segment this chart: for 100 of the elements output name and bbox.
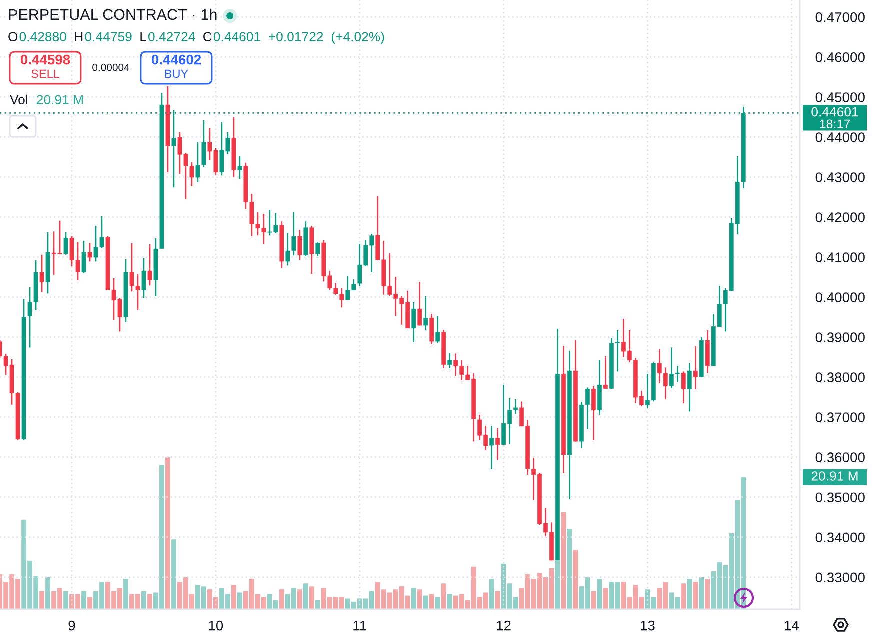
y-tick-label: 0.47000: [816, 12, 865, 22]
candlestick: [586, 387, 590, 430]
bar: [591, 591, 596, 610]
y-tick-label: 0.40000: [816, 292, 865, 302]
bar: [46, 578, 50, 610]
bar: [429, 594, 434, 610]
x-tick-label: 11: [354, 621, 366, 631]
chart-title: PERPETUAL CONTRACT · 1h: [9, 8, 217, 20]
bar: [447, 594, 452, 610]
annotation: Vol: [10, 94, 28, 105]
bar: [297, 590, 302, 610]
text: 20.91 M: [812, 472, 858, 481]
candlestick: [670, 347, 674, 390]
y-tick-label: 0.45000: [816, 92, 865, 102]
bar: [40, 591, 44, 610]
x-tick-label: 10: [209, 620, 224, 631]
bar: [279, 590, 284, 610]
candlestick: [118, 298, 122, 332]
bar: [238, 592, 242, 610]
candlestick: [64, 232, 68, 256]
candlestick: [136, 273, 140, 312]
annotation: 0.42880: [20, 32, 66, 42]
candlestick: [130, 242, 134, 292]
bar: [148, 594, 152, 610]
candlestick: [190, 162, 194, 188]
bar: [681, 584, 686, 610]
candlestick: [148, 244, 152, 286]
bar: [603, 588, 608, 610]
candlestick: [178, 132, 182, 175]
candlestick: [436, 315, 440, 344]
y-tick-label: 0.43000: [816, 172, 865, 182]
ref-line-label: 0.44601: [812, 107, 858, 117]
candlestick: [40, 254, 44, 293]
annotation: 0.00004: [92, 64, 130, 72]
bar: [411, 588, 416, 610]
annotation: H: [75, 32, 83, 42]
y-tick-label: 0.36000: [816, 452, 865, 463]
y-tick-label: 0.41000: [816, 252, 865, 262]
y-tick-label: 0.44000: [816, 132, 865, 142]
bar: [597, 579, 602, 610]
candlestick: [202, 120, 206, 168]
bar: [172, 540, 176, 610]
candlestick: [100, 216, 104, 250]
annotation: +0.01722: [269, 32, 324, 42]
annotation: L: [140, 32, 147, 42]
bar: [232, 585, 236, 610]
candlestick: [604, 356, 608, 390]
y-tick-label: 0.39000: [816, 332, 865, 342]
annotation: 0.44601: [214, 32, 260, 42]
candlestick: [592, 386, 596, 442]
annotation: 0.44759: [85, 32, 132, 42]
candlestick: [682, 371, 686, 404]
candlestick: [340, 287, 344, 308]
bar: [124, 579, 128, 610]
annotation: 0.44598: [20, 54, 70, 65]
candlestick: [286, 232, 290, 266]
bar: [88, 597, 92, 610]
bar: [489, 579, 494, 610]
candlestick: [664, 367, 668, 400]
candlestick: [112, 278, 116, 321]
annotation: (+4.02%): [332, 32, 384, 44]
candlestick: [82, 240, 86, 274]
bar: [309, 586, 314, 610]
bar: [561, 512, 566, 610]
x-tick-label: 12: [497, 620, 511, 631]
candlestick: [4, 353, 8, 376]
candlestick: [316, 241, 320, 258]
candlestick: [28, 286, 32, 348]
candlestick: [616, 330, 620, 372]
candlestick: [70, 235, 74, 268]
y-tick-label: 0.46000: [816, 52, 865, 62]
annotation: 0.44602: [152, 54, 202, 65]
bar: [495, 591, 500, 610]
candlestick: [430, 313, 434, 346]
text: 18:17: [820, 120, 850, 129]
bar: [705, 579, 710, 610]
bar: [82, 591, 86, 610]
x-tick-label: 13: [641, 620, 655, 631]
candlestick: [58, 220, 62, 256]
candlestick: [142, 257, 146, 300]
candlestick: [424, 296, 428, 331]
y-tick-label: 0.34000: [816, 532, 865, 543]
y-tick-label: 0.35000: [816, 492, 865, 503]
candlestick: [418, 281, 422, 326]
bar: [567, 528, 572, 610]
bar: [441, 584, 446, 610]
candlestick: [370, 233, 374, 274]
candlestick: [298, 229, 302, 261]
annotation: 0.42724: [148, 32, 196, 42]
candlestick: [196, 141, 200, 184]
y-tick-label: 0.42000: [816, 212, 865, 222]
candlestick: [448, 352, 452, 370]
bar: [166, 458, 170, 610]
bar: [142, 591, 146, 610]
candlestick: [694, 346, 698, 390]
candlestick: [490, 425, 494, 470]
y-tick-label: 0.33000: [816, 572, 865, 583]
candlestick: [76, 241, 80, 282]
bar: [573, 550, 578, 610]
candlestick: [496, 428, 500, 461]
